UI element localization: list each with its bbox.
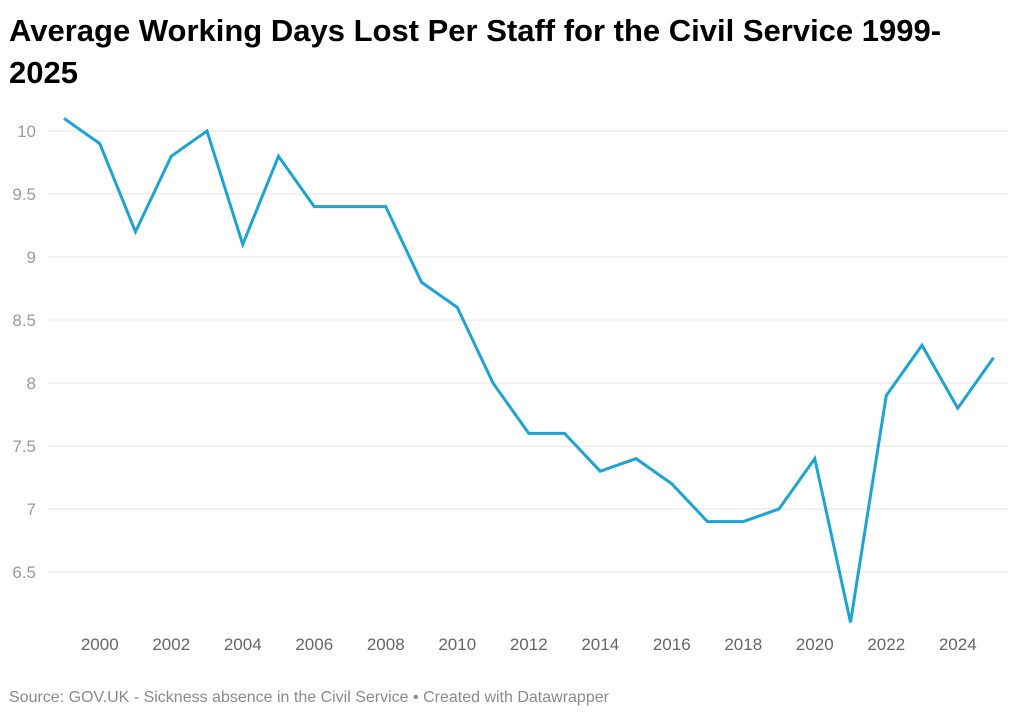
x-tick-label: 2000 <box>81 635 119 654</box>
x-tick-label: 2012 <box>510 635 548 654</box>
x-tick-label: 2024 <box>939 635 977 654</box>
source-footer: Source: GOV.UK - Sickness absence in the… <box>9 689 609 706</box>
x-tick-label: 2008 <box>367 635 405 654</box>
x-tick-label: 2002 <box>152 635 190 654</box>
y-tick-label: 8 <box>27 374 36 393</box>
x-tick-label: 2004 <box>224 635 262 654</box>
x-tick-label: 2020 <box>796 635 834 654</box>
series-line <box>63 117 995 623</box>
y-tick-label: 7.5 <box>12 437 36 456</box>
y-tick-label: 8.5 <box>12 311 36 330</box>
x-tick-label: 2010 <box>438 635 476 654</box>
chart-title: Average Working Days Lost Per Staff for … <box>9 13 942 90</box>
x-tick-label: 2016 <box>653 635 691 654</box>
x-tick-label: 2022 <box>867 635 905 654</box>
x-tick-label: 2014 <box>581 635 619 654</box>
y-tick-label: 6.5 <box>12 563 36 582</box>
y-tick-label: 9 <box>27 248 36 267</box>
y-tick-label: 10 <box>17 122 36 141</box>
x-tick-label: 2018 <box>724 635 762 654</box>
x-tick-label: 2006 <box>295 635 333 654</box>
y-tick-label: 7 <box>27 500 36 519</box>
y-tick-label: 9.5 <box>12 185 36 204</box>
